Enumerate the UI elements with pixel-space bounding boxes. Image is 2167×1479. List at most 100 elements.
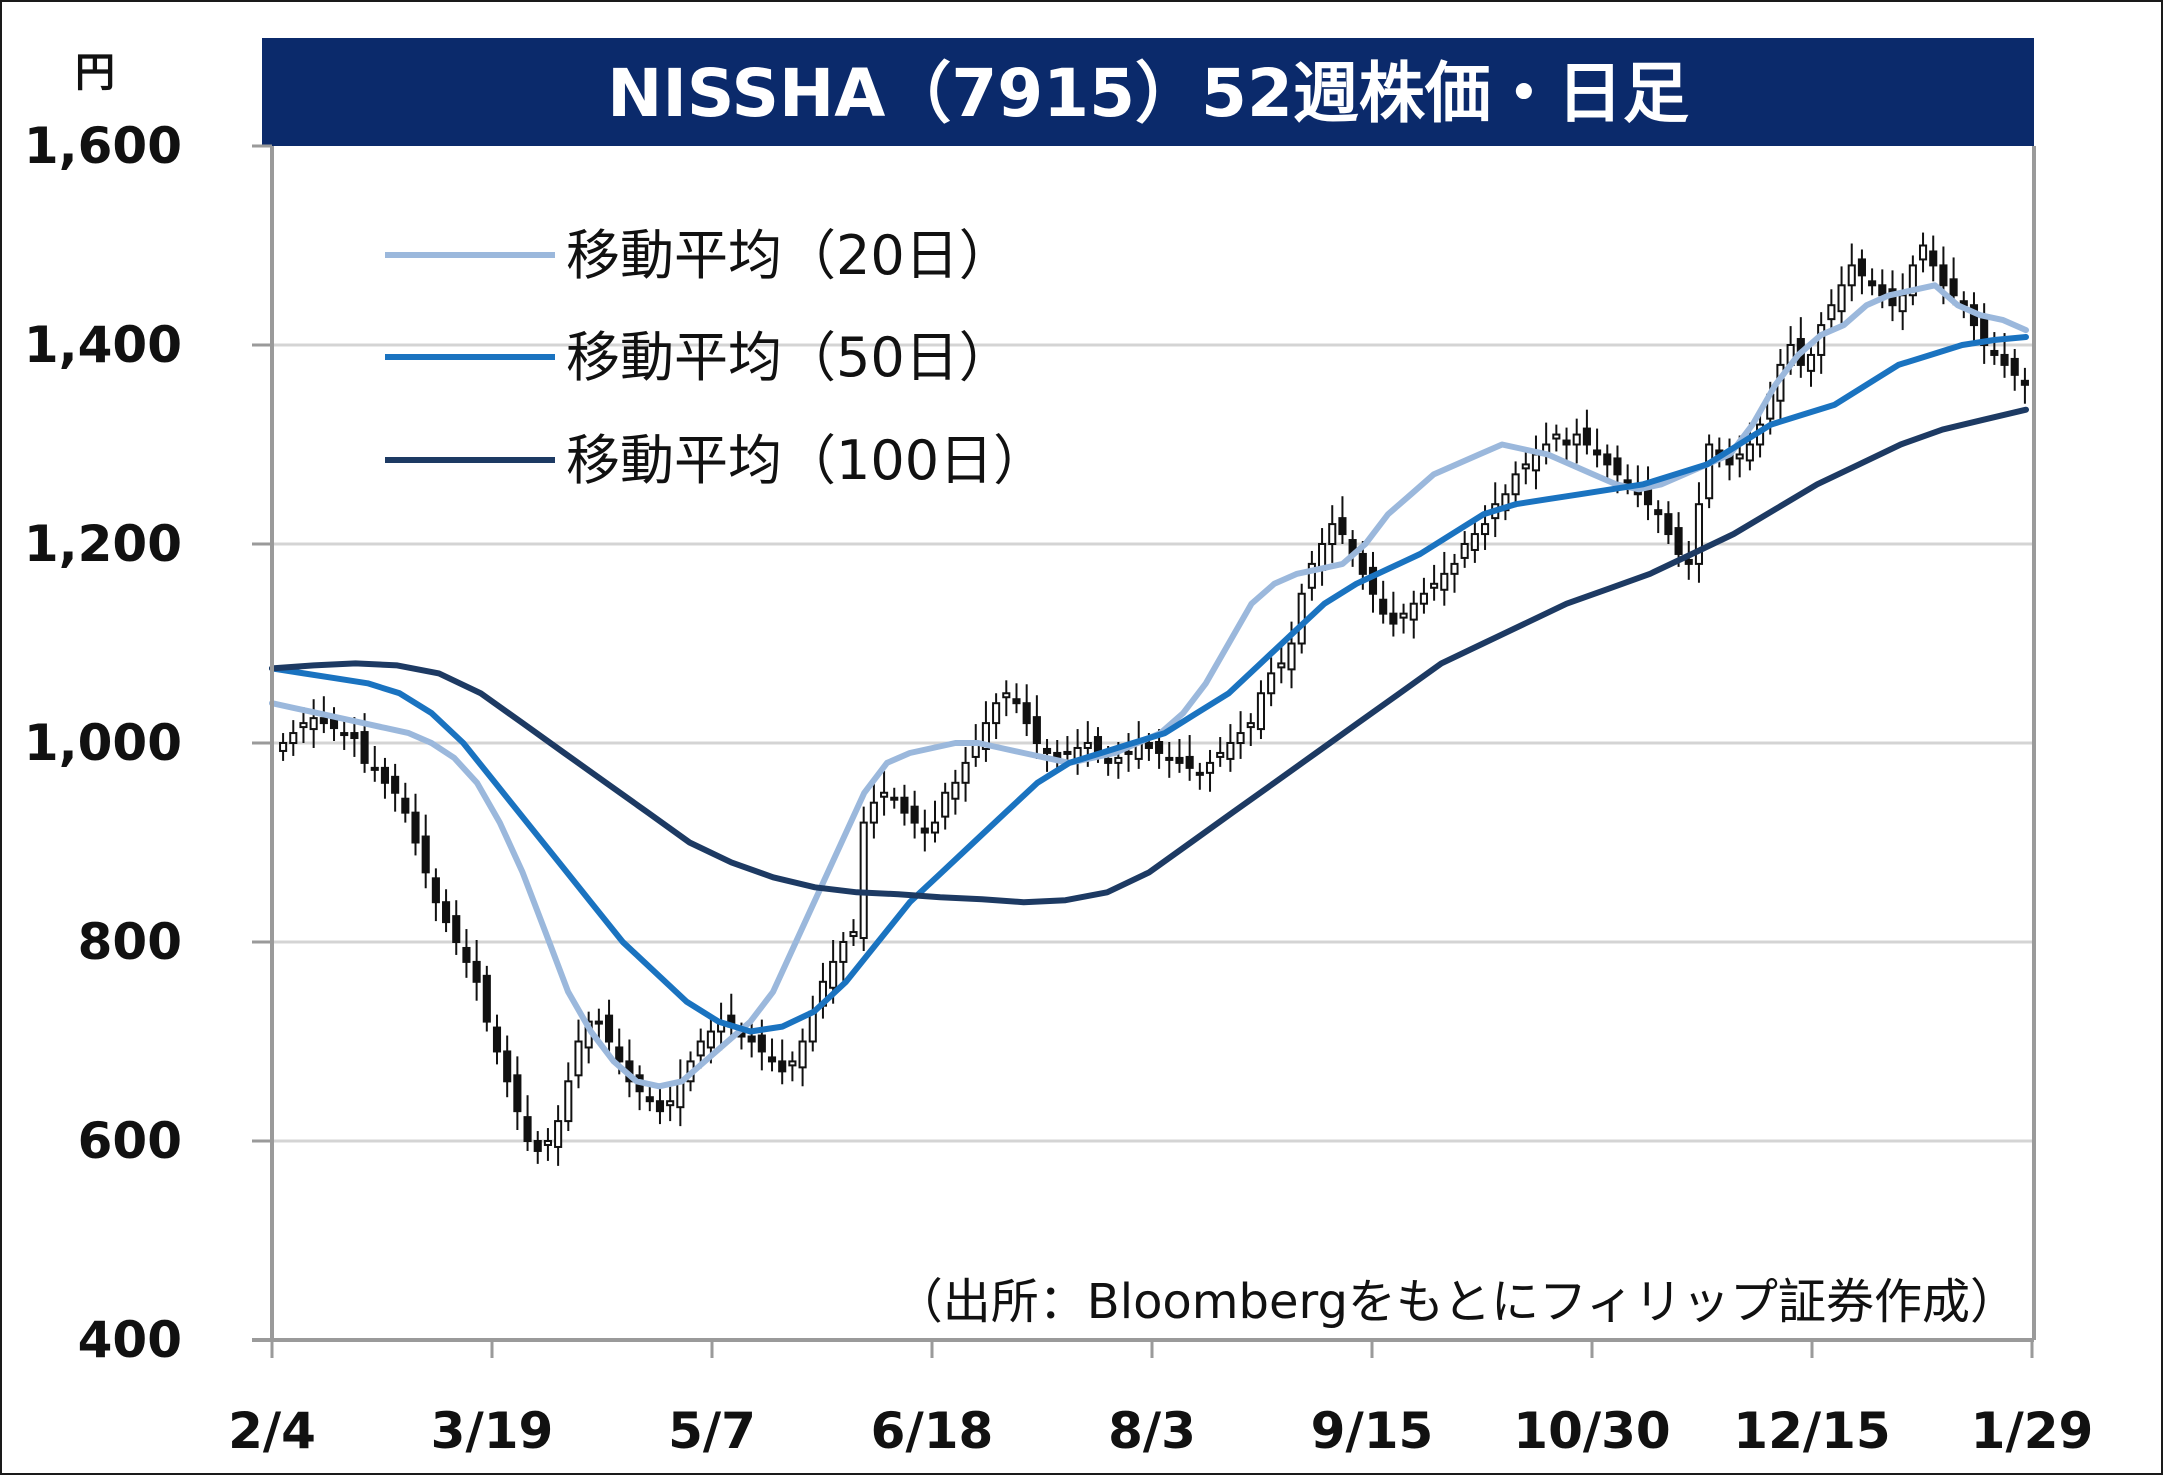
candle: [391, 763, 400, 812]
candle: [1450, 553, 1459, 593]
candle: [951, 769, 960, 815]
candle: [1267, 657, 1276, 707]
candle: [941, 782, 950, 830]
candle: [1195, 762, 1204, 790]
candle: [727, 993, 736, 1037]
candle: [380, 757, 390, 799]
candle: [1827, 289, 1836, 330]
candle: [1430, 564, 1439, 601]
candle: [1348, 530, 1357, 567]
candle: [1216, 737, 1225, 767]
candle: [1226, 724, 1235, 772]
candle: [859, 806, 868, 951]
candle: [1908, 255, 1917, 306]
candle: [1837, 266, 1846, 325]
candle: [492, 1014, 502, 1065]
candle: [1338, 496, 1347, 544]
candle: [2010, 348, 2019, 391]
ma50-line: [269, 334, 2029, 1035]
candle: [1022, 684, 1031, 737]
candle: [1542, 422, 1551, 465]
candle: [890, 787, 899, 809]
source-note: （出所：Bloombergをもとにフィリップ証券作成）: [895, 1274, 2018, 1330]
candle: [442, 889, 451, 933]
candle: [910, 790, 919, 839]
candle: [1582, 409, 1591, 455]
legend: 移動平均（20日） 移動平均（50日） 移動平均（100日）: [385, 224, 1047, 492]
candle: [1297, 583, 1306, 654]
candlesticks: [279, 232, 2029, 1166]
candle: [1918, 232, 1928, 273]
candle: [1175, 739, 1184, 773]
candle: [1460, 531, 1469, 568]
candle: [370, 745, 379, 782]
candle: [839, 932, 848, 981]
candle: [574, 1019, 583, 1089]
candle: [1409, 590, 1418, 639]
candle: [1531, 435, 1541, 490]
candle: [1857, 249, 1866, 295]
candle: [309, 699, 318, 748]
x-tick-label: 2/4: [228, 1402, 316, 1460]
candle: [482, 965, 491, 1032]
candle: [778, 1039, 787, 1085]
x-tick-label: 6/18: [871, 1402, 994, 1460]
candle: [472, 940, 481, 1001]
candle: [849, 919, 858, 946]
candle: [1521, 448, 1530, 485]
candle: [279, 733, 288, 761]
candle: [869, 783, 878, 839]
candle: [1664, 501, 1673, 544]
y-tick-label: 1,600: [24, 117, 182, 175]
candle: [1419, 577, 1428, 614]
candle: [340, 720, 349, 750]
candle: [1654, 500, 1663, 534]
candle: [1073, 729, 1082, 775]
candle: [1694, 482, 1704, 583]
candle: [604, 999, 614, 1052]
y-tick-label: 1,000: [24, 714, 182, 772]
candle: [1236, 711, 1245, 759]
candle: [818, 962, 828, 1019]
x-tick-label: 5/7: [668, 1402, 756, 1460]
candle: [1002, 680, 1011, 717]
candle: [1725, 438, 1734, 481]
candle: [329, 707, 339, 742]
candle: [1847, 243, 1856, 302]
title-bar: [262, 38, 2034, 146]
x-tick-label: 8/3: [1108, 1402, 1196, 1460]
candle: [421, 814, 430, 889]
candle: [1868, 268, 1877, 296]
x-tick-label: 12/15: [1733, 1402, 1890, 1460]
candle: [1185, 735, 1194, 781]
candle: [1929, 235, 1938, 282]
candle: [1572, 418, 1581, 464]
candle: [401, 782, 410, 823]
candle: [1012, 683, 1021, 714]
chart-title: NISSHA（7915）52週株価・日足: [607, 55, 1689, 132]
x-tick-label: 3/19: [431, 1402, 554, 1460]
candle: [554, 1105, 563, 1166]
candle: [981, 701, 990, 762]
candle: [1389, 591, 1398, 637]
legend-label-ma100: 移動平均（100日）: [566, 429, 1047, 492]
candle: [635, 1065, 644, 1111]
candle: [961, 746, 970, 802]
candle: [1552, 424, 1561, 452]
candle: [1806, 345, 1816, 387]
candle: [676, 1059, 685, 1127]
candle: [1368, 551, 1378, 613]
legend-label-ma20: 移動平均（20日）: [566, 224, 1013, 287]
candle: [1440, 551, 1449, 606]
ma100-line: [269, 406, 2029, 906]
candle: [920, 809, 929, 852]
x-tick-label: 9/15: [1311, 1402, 1434, 1460]
gridlines: [252, 144, 2034, 1358]
candle: [1318, 528, 1327, 586]
candle: [1165, 742, 1174, 778]
candle: [880, 770, 889, 816]
candle: [666, 1082, 675, 1122]
candle: [299, 707, 308, 743]
